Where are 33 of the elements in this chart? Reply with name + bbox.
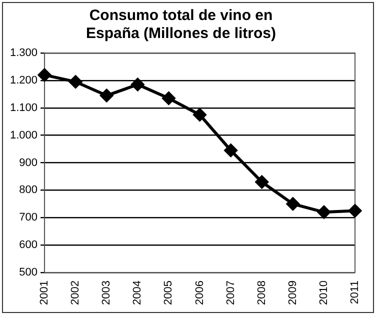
- point: [193, 108, 206, 122]
- y-tick-label: 1.000: [10, 129, 38, 142]
- point: [131, 78, 144, 92]
- x-tick-label: 2008: [256, 280, 268, 306]
- x-tick-label: 2011: [349, 280, 362, 304]
- y-tick-label: 1.100: [10, 102, 38, 114]
- point: [224, 144, 238, 157]
- point: [286, 197, 300, 210]
- point: [317, 206, 330, 219]
- x-tick-label: 2006: [194, 280, 206, 306]
- x-tick-label: 2007: [224, 280, 237, 306]
- y-tick-label: 900: [19, 156, 38, 169]
- x-tick-label: 2001: [38, 280, 51, 306]
- point: [38, 68, 52, 82]
- y-tick-label: 1.300: [10, 47, 38, 60]
- x-tick-label: 2005: [162, 280, 175, 306]
- x-tick-label: 2002: [70, 280, 82, 306]
- text: Consumo total de vino en: [89, 7, 273, 24]
- x-tick-label: 2004: [132, 280, 144, 306]
- x-tick-label: 2010: [318, 280, 330, 306]
- text: España (Millones de litros): [86, 25, 276, 42]
- point: [255, 175, 268, 188]
- y-tick-label: 1.200: [10, 74, 38, 86]
- point: [348, 204, 362, 218]
- y-tick-label: 800: [19, 184, 38, 196]
- y-tick-label: 500: [19, 266, 38, 279]
- y-tick-label: 600: [19, 239, 38, 252]
- x-tick-label: 2009: [286, 280, 299, 306]
- point: [69, 75, 82, 88]
- point: [100, 89, 114, 102]
- x-tick-label: 2003: [100, 280, 113, 306]
- y-tick-label: 700: [19, 212, 38, 224]
- point: [162, 92, 176, 105]
